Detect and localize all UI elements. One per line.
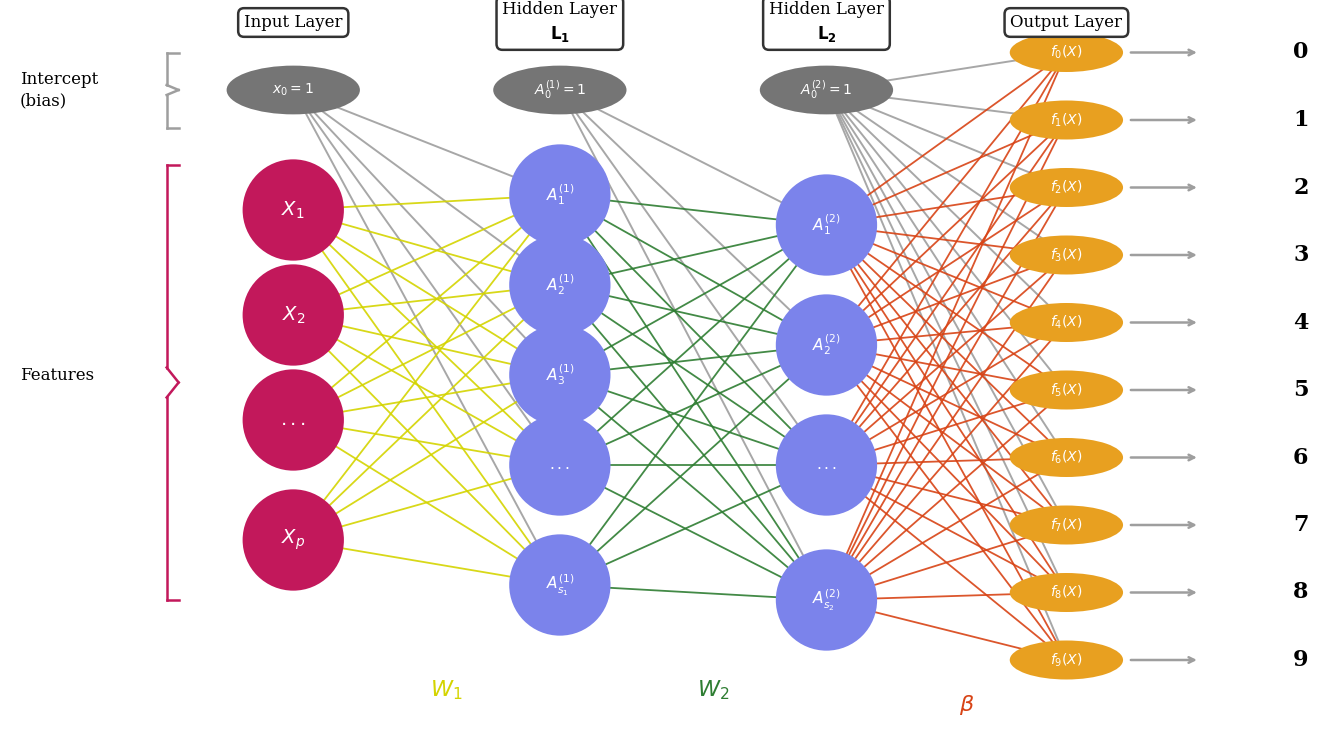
Text: Features: Features [20, 367, 95, 383]
Text: Output Layer: Output Layer [1010, 14, 1122, 31]
Text: $f_4(X)$: $f_4(X)$ [1050, 314, 1082, 332]
Circle shape [509, 534, 611, 636]
Text: $W_1$: $W_1$ [431, 678, 463, 702]
Text: $...$: $...$ [816, 458, 837, 472]
Text: Intercept
(bias): Intercept (bias) [20, 71, 99, 109]
Text: $\beta$: $\beta$ [958, 693, 974, 717]
Text: $x_0 = 1$: $x_0 = 1$ [272, 82, 315, 98]
Ellipse shape [1010, 303, 1122, 342]
Text: $A_0^{(2)} = 1$: $A_0^{(2)} = 1$ [801, 79, 852, 101]
Text: $X_1$: $X_1$ [281, 200, 305, 220]
Text: $f_8(X)$: $f_8(X)$ [1050, 584, 1082, 602]
Ellipse shape [1010, 506, 1122, 544]
Circle shape [243, 159, 344, 261]
Ellipse shape [1010, 438, 1122, 477]
Text: Input Layer: Input Layer [244, 14, 343, 31]
Text: $A_2^{(1)}$: $A_2^{(1)}$ [545, 272, 575, 298]
Text: 7: 7 [1293, 514, 1309, 536]
Text: 1: 1 [1293, 109, 1309, 131]
Circle shape [776, 414, 877, 516]
Text: $f_2(X)$: $f_2(X)$ [1050, 178, 1082, 196]
Text: $A_1^{(2)}$: $A_1^{(2)}$ [812, 212, 841, 238]
Text: 9: 9 [1293, 649, 1309, 671]
Ellipse shape [227, 66, 360, 115]
Circle shape [243, 264, 344, 366]
Text: $A_0^{(1)} = 1$: $A_0^{(1)} = 1$ [535, 79, 585, 101]
Text: $f_1(X)$: $f_1(X)$ [1050, 111, 1082, 129]
Ellipse shape [1010, 573, 1122, 612]
Text: 0: 0 [1293, 41, 1309, 64]
Circle shape [509, 414, 611, 516]
Text: $A_{s_1}^{(1)}$: $A_{s_1}^{(1)}$ [545, 572, 575, 598]
Ellipse shape [1010, 100, 1122, 140]
Text: $f_3(X)$: $f_3(X)$ [1050, 246, 1082, 264]
Circle shape [243, 369, 344, 471]
Text: $...$: $...$ [280, 411, 307, 429]
Ellipse shape [1010, 640, 1122, 680]
Text: Hidden Layer
$\mathbf{L_2}$: Hidden Layer $\mathbf{L_2}$ [769, 1, 884, 44]
Circle shape [243, 489, 344, 591]
Text: $f_0(X)$: $f_0(X)$ [1050, 44, 1082, 62]
Text: $f_5(X)$: $f_5(X)$ [1050, 381, 1082, 399]
Text: $A_{s_2}^{(2)}$: $A_{s_2}^{(2)}$ [812, 587, 841, 613]
Text: $f_9(X)$: $f_9(X)$ [1050, 651, 1082, 669]
Text: $f_7(X)$: $f_7(X)$ [1050, 516, 1082, 534]
Text: $...$: $...$ [549, 458, 571, 472]
Text: $X_p$: $X_p$ [281, 528, 305, 552]
Text: $A_2^{(2)}$: $A_2^{(2)}$ [812, 332, 841, 358]
Circle shape [776, 294, 877, 396]
Text: $f_6(X)$: $f_6(X)$ [1050, 448, 1082, 466]
Ellipse shape [760, 66, 893, 115]
Text: 5: 5 [1293, 379, 1309, 401]
Text: 8: 8 [1293, 581, 1309, 604]
Text: $A_1^{(1)}$: $A_1^{(1)}$ [545, 182, 575, 208]
Circle shape [509, 324, 611, 426]
Circle shape [509, 144, 611, 246]
Text: 6: 6 [1293, 446, 1309, 469]
Circle shape [776, 174, 877, 276]
Text: $W_2$: $W_2$ [697, 678, 729, 702]
Text: 4: 4 [1293, 311, 1309, 334]
Text: Hidden Layer
$\mathbf{L_1}$: Hidden Layer $\mathbf{L_1}$ [503, 1, 617, 44]
Text: $X_2$: $X_2$ [281, 304, 305, 326]
Ellipse shape [493, 66, 627, 115]
Text: 3: 3 [1293, 244, 1309, 266]
Ellipse shape [1010, 33, 1122, 72]
Circle shape [509, 234, 611, 336]
Ellipse shape [1010, 168, 1122, 207]
Text: $A_3^{(1)}$: $A_3^{(1)}$ [545, 362, 575, 388]
Ellipse shape [1010, 236, 1122, 274]
Circle shape [776, 549, 877, 651]
Ellipse shape [1010, 370, 1122, 410]
Text: 2: 2 [1293, 176, 1309, 199]
